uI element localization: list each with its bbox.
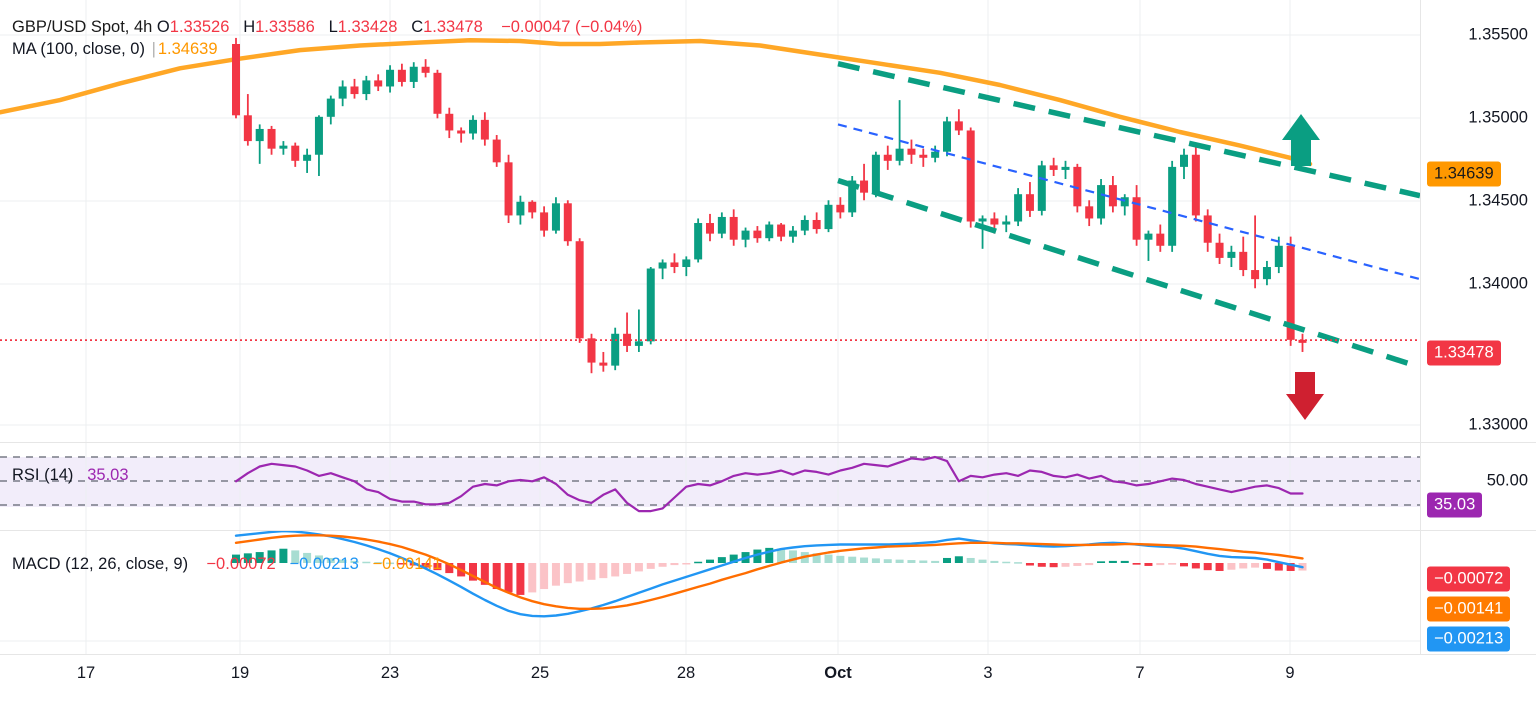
macd-axis[interactable]: −0.00072 −0.00141 −0.00213 — [1420, 531, 1536, 654]
price-tick-5: 1.33000 — [1468, 415, 1528, 434]
macd-panel: −0.00072 −0.00141 −0.00213 MACD (12, 26,… — [0, 531, 1536, 655]
rsi-plot-area[interactable] — [0, 443, 1420, 530]
time-tick: 23 — [380, 664, 400, 682]
time-tick: Oct — [824, 664, 852, 682]
ma-value-badge: 1.34639 — [1427, 161, 1501, 187]
time-tick: 28 — [676, 664, 696, 682]
rsi-tick-50: 50.00 — [1486, 471, 1528, 490]
rsi-value-badge: 35.03 — [1427, 492, 1483, 518]
time-tick: 17 — [76, 664, 96, 682]
rsi-panel: 50.00 35.03 RSI (14) 35.03 — [0, 443, 1536, 531]
time-tick: 19 — [230, 664, 250, 682]
time-tick: 7 — [1135, 664, 1145, 682]
price-tick-2: 1.35000 — [1468, 108, 1528, 127]
price-tick-1: 1.35500 — [1468, 25, 1528, 44]
macd-plot-area[interactable] — [0, 531, 1420, 654]
price-tick-4: 1.34000 — [1468, 274, 1528, 293]
rsi-axis[interactable]: 50.00 35.03 — [1420, 443, 1536, 530]
price-plot-area[interactable] — [0, 0, 1420, 442]
macd-signal-badge: −0.00141 — [1427, 596, 1511, 622]
time-axis[interactable]: 17 19 23 25 28 Oct 3 7 9 — [0, 655, 1536, 701]
time-tick: 3 — [983, 664, 993, 682]
time-tick: 9 — [1285, 664, 1295, 682]
last-price-badge: 1.33478 — [1427, 340, 1501, 366]
price-panel: 1.35500 1.35000 1.34500 1.34000 1.33000 … — [0, 0, 1536, 443]
macd-line-badge: −0.00213 — [1427, 626, 1511, 652]
time-tick: 25 — [530, 664, 550, 682]
macd-hist-badge: −0.00072 — [1427, 566, 1511, 592]
price-axis[interactable]: 1.35500 1.35000 1.34500 1.34000 1.33000 … — [1420, 0, 1536, 442]
price-tick-3: 1.34500 — [1468, 191, 1528, 210]
